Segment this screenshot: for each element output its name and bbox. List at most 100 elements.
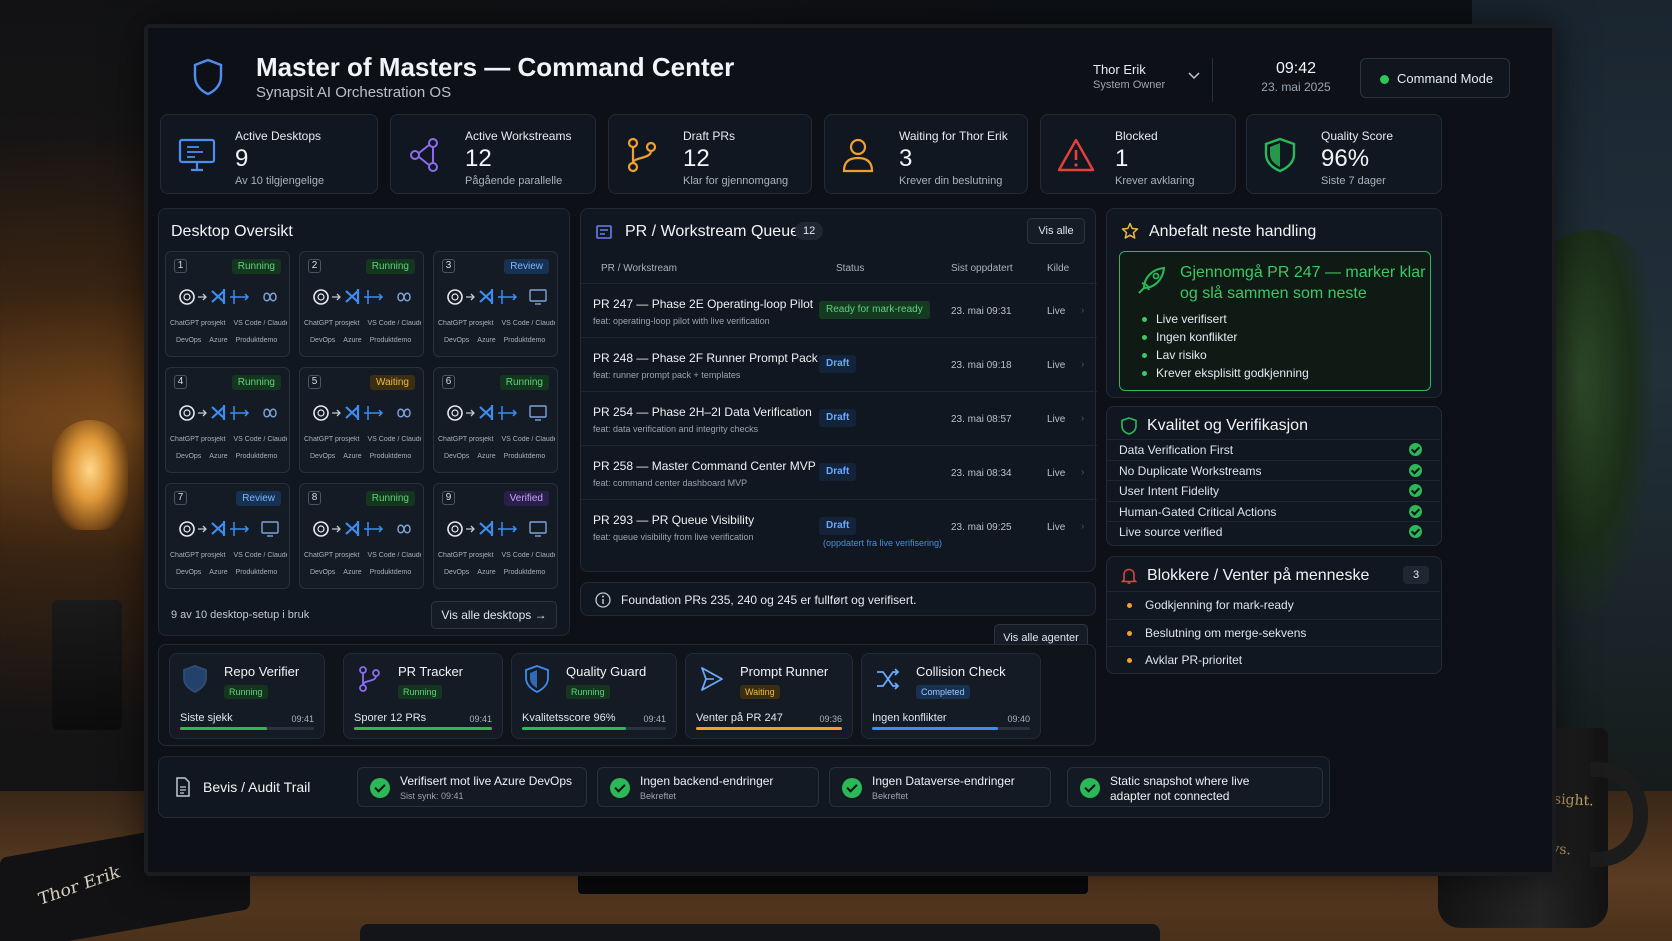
- star-icon: [1121, 222, 1139, 239]
- desktop-number: 5: [308, 375, 321, 389]
- desktop-card[interactable]: 3 Review ChatGPT prosjekt VS Code / Claude …: [433, 251, 558, 357]
- blocker-item[interactable]: Godkjenning for mark-ready: [1107, 591, 1442, 617]
- desktop-card[interactable]: 7 Review ChatGPT prosjekt VS Code / Claude …: [165, 483, 290, 589]
- kpi-label: Blocked: [1115, 129, 1158, 143]
- pr-status-badge: Draft: [819, 409, 857, 427]
- agent-card[interactable]: Quality Guard Running Kvalitetsscore 96% 09…: [511, 653, 677, 739]
- chevron-right-icon: ›: [1081, 413, 1085, 424]
- table-row[interactable]: PR 248 — Phase 2F Runner Prompt Pack feat…: [581, 337, 1097, 391]
- caption-item: ChatGPT prosjekt: [304, 436, 360, 443]
- desktop-caption: ChatGPT prosjekt VS Code / Claude Code: [304, 552, 421, 559]
- desktop-card[interactable]: 4 Running ChatGPT prosjekt VS Code / Claude…: [165, 367, 290, 473]
- view-all-prs-button[interactable]: Vis alle: [1027, 218, 1085, 244]
- pr-description: feat: runner prompt pack + templates: [593, 370, 741, 380]
- kpi-active-workstreams[interactable]: Active Workstreams 12 Pågående parallell…: [390, 114, 596, 194]
- agent-progress-fill: [354, 727, 492, 730]
- desktop-card[interactable]: 6 Running ChatGPT prosjekt VS Code / Claude…: [433, 367, 558, 473]
- table-row[interactable]: PR 293 — PR Queue Visibility feat: queue …: [581, 499, 1097, 553]
- desktop-card[interactable]: 2 Running ChatGPT prosjekt VS Code / Claude…: [299, 251, 424, 357]
- caption-item: Produktdemo: [503, 453, 546, 460]
- caption-item: DevOps: [444, 337, 470, 344]
- pr-description: feat: data verification and integrity ch…: [593, 424, 759, 434]
- caption-item: DevOps: [444, 453, 470, 460]
- git-branch-icon: [359, 666, 380, 692]
- agent-name: Quality Guard: [566, 664, 647, 679]
- desktop-status-badge: Running: [365, 491, 415, 506]
- bell-icon: [1121, 568, 1137, 584]
- view-all-desktops-button[interactable]: Vis alle desktops →: [431, 601, 557, 629]
- kpi-draft-prs[interactable]: Draft PRs 12 Klar for gjennomgang: [608, 114, 812, 194]
- caption-item: VS Code / Claude Code: [501, 320, 555, 327]
- agent-status-badge: Waiting: [740, 685, 780, 699]
- user-name[interactable]: Thor Erik: [1093, 62, 1146, 77]
- pr-updated: 23. mai 08:57: [951, 414, 1012, 425]
- blocker-item[interactable]: Avklar PR-prioritet: [1107, 646, 1442, 672]
- agent-card[interactable]: Repo Verifier Running Siste sjekk 09:41: [169, 653, 325, 739]
- kpi-waiting[interactable]: Waiting for Thor Erik 3 Krever din beslu…: [824, 114, 1028, 194]
- desktop-caption: ChatGPT prosjekt VS Code / Claude Code: [438, 320, 555, 327]
- desktop-card[interactable]: 9 Verified ChatGPT prosjekt VS Code / Claud…: [433, 483, 558, 589]
- audit-text-line2: adapter not connected: [1110, 789, 1230, 803]
- blockers-count-badge: 3: [1403, 566, 1429, 584]
- agent-name: Repo Verifier: [224, 664, 300, 679]
- desktop-caption: DevOps Azure Produktdemo: [176, 569, 281, 576]
- info-banner: Foundation PRs 235, 240 og 245 er fullfø…: [580, 582, 1096, 616]
- quality-item-label: User Intent Fidelity: [1119, 484, 1220, 499]
- agent-card[interactable]: Prompt Runner Waiting Venter på PR 247 09:3…: [685, 653, 853, 739]
- recommendation-panel: Anbefalt neste handling Gjennomgå PR 247…: [1106, 208, 1442, 398]
- caption-item: VS Code / Claude Code: [233, 436, 287, 443]
- agent-card[interactable]: PR Tracker Running Sporer 12 PRs 09:41: [343, 653, 503, 739]
- desktop-caption: DevOps Azure Produktdemo: [444, 337, 549, 344]
- caption-item: Produktdemo: [235, 453, 278, 460]
- agent-status-badge: Running: [224, 685, 268, 699]
- pr-source: Live: [1047, 360, 1066, 371]
- kpi-quality-score[interactable]: Quality Score 96% Siste 7 dager: [1246, 114, 1442, 194]
- table-row[interactable]: PR 258 — Master Command Center MVP feat: …: [581, 445, 1097, 499]
- pr-updated: 23. mai 08:34: [951, 468, 1012, 479]
- agent-card[interactable]: Collision Check Completed Ingen konflikter…: [861, 653, 1041, 739]
- desktop-caption: ChatGPT prosjekt VS Code / Claude Code: [170, 552, 287, 559]
- pr-title: PR 248 — Phase 2F Runner Prompt Pack: [593, 351, 818, 365]
- kpi-sub: Krever avklaring: [1115, 175, 1195, 187]
- quality-item: Human-Gated Critical Actions: [1107, 500, 1442, 521]
- caption-item: Azure: [477, 337, 496, 344]
- desktop-card[interactable]: 1 Running ChatGPT prosjekt VS Code / Claude…: [165, 251, 290, 357]
- desktop-number: 8: [308, 491, 321, 505]
- caption-item: VS Code / Claude Code: [501, 436, 555, 443]
- pr-updated: 23. mai 09:18: [951, 360, 1012, 371]
- desktop-status-badge: Running: [365, 259, 415, 274]
- git-branch-icon: [627, 137, 657, 173]
- recommendation-card[interactable]: Gjennomgå PR 247 — marker klar og slå sa…: [1119, 251, 1431, 391]
- desktop-flow-icons: [447, 289, 547, 305]
- quality-item-label: Data Verification First: [1119, 443, 1234, 457]
- chevron-down-icon[interactable]: [1188, 72, 1200, 80]
- quality-item-label: No Duplicate Workstreams: [1119, 463, 1262, 478]
- caption-item: VS Code / Claude Code: [233, 320, 287, 327]
- chevron-right-icon: ›: [1081, 305, 1085, 316]
- caption-item: VS Code / Claude Code: [233, 552, 287, 559]
- desktop-card[interactable]: 5 Waiting ChatGPT prosjekt VS Code / Claude…: [299, 367, 424, 473]
- kpi-blocked[interactable]: Blocked 1 Krever avklaring: [1040, 114, 1236, 194]
- desktop-status-badge: Waiting: [370, 375, 415, 390]
- bullet-dot: [1127, 658, 1132, 663]
- agent-time: 09:36: [819, 714, 842, 724]
- bullet-dot: [1127, 603, 1132, 608]
- agents-panel: Repo Verifier Running Siste sjekk 09:41 PR T…: [158, 644, 1096, 746]
- command-mode-button[interactable]: Command Mode: [1360, 58, 1510, 98]
- blocker-item[interactable]: Beslutning om merge-sekvens: [1107, 618, 1442, 645]
- agent-time: 09:41: [469, 714, 492, 724]
- audit-text: Ingen Dataverse-endringer: [872, 774, 1015, 788]
- caption-item: Produktdemo: [503, 569, 546, 576]
- desktop-status-badge: Verified: [503, 491, 549, 506]
- audit-text: Verifisert mot live Azure DevOps: [400, 774, 573, 788]
- kpi-active-desktops[interactable]: Active Desktops 9 Av 10 tilgjengelige: [160, 114, 378, 194]
- agent-detail: Kvalitetsscore 96%: [522, 712, 616, 724]
- desktop-card[interactable]: 8 Running ChatGPT prosjekt VS Code / Claude…: [299, 483, 424, 589]
- audit-sub: Bekreftet: [640, 791, 677, 801]
- caption-item: ChatGPT prosjekt: [170, 436, 226, 443]
- table-row[interactable]: PR 254 — Phase 2H–2I Data Verification fe…: [581, 391, 1097, 445]
- table-row[interactable]: PR 247 — Phase 2E Operating-loop Pilot fe…: [581, 283, 1097, 337]
- desktop-caption: ChatGPT prosjekt VS Code / Claude Code: [170, 320, 287, 327]
- page-subtitle: Synapsit AI Orchestration OS: [256, 84, 452, 101]
- shield-icon: [1121, 417, 1137, 435]
